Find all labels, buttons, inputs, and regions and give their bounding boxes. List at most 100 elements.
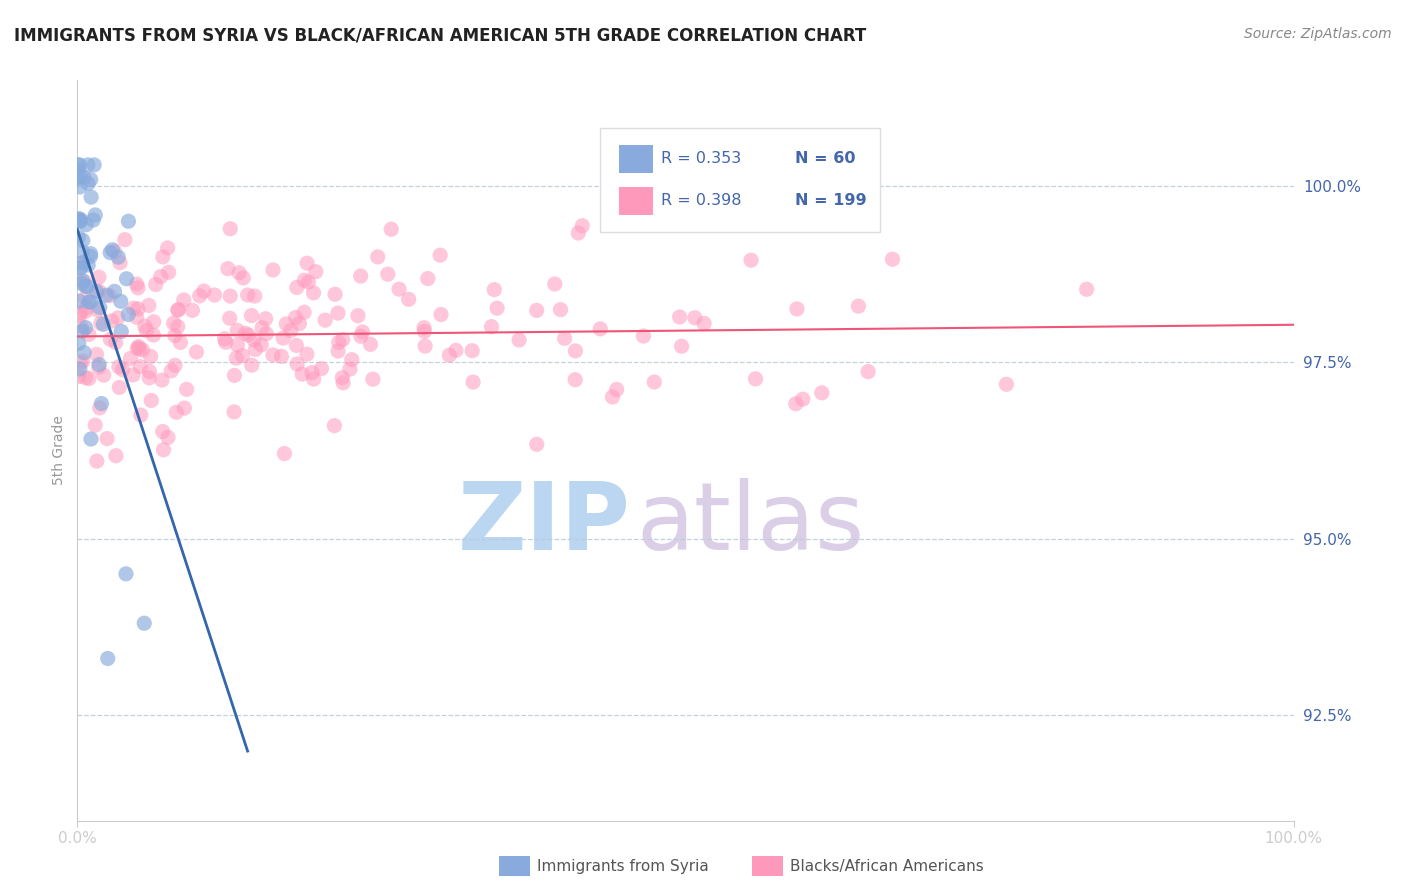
Point	[86, 454, 108, 468]
Point	[326, 306, 349, 320]
Point	[73, 345, 96, 359]
Point	[108, 380, 131, 394]
Point	[276, 317, 298, 331]
Point	[461, 375, 484, 389]
Point	[295, 256, 318, 270]
FancyBboxPatch shape	[600, 128, 880, 232]
Point	[69, 356, 91, 370]
Point	[79, 249, 101, 263]
Point	[219, 289, 242, 303]
Point	[856, 365, 879, 379]
Point	[292, 305, 315, 319]
Point	[122, 301, 145, 315]
Point	[152, 442, 174, 457]
Point	[128, 342, 150, 356]
Point	[129, 408, 152, 422]
Point	[142, 315, 165, 329]
Point	[96, 288, 118, 302]
Point	[602, 390, 624, 404]
Point	[291, 367, 314, 381]
Point	[243, 289, 266, 303]
Point	[80, 190, 103, 204]
Point	[350, 329, 373, 343]
Point	[288, 317, 311, 331]
Point	[87, 360, 110, 375]
Point	[165, 405, 187, 419]
Point	[108, 255, 131, 269]
Point	[236, 288, 259, 302]
Point	[80, 294, 103, 309]
Point	[89, 401, 111, 415]
Point	[413, 320, 436, 334]
Point	[439, 348, 461, 362]
Point	[75, 370, 97, 384]
Point	[98, 288, 121, 302]
Point	[82, 213, 104, 227]
Point	[413, 325, 436, 339]
Point	[340, 352, 363, 367]
Point	[120, 351, 142, 366]
Point	[129, 359, 152, 374]
Point	[218, 311, 240, 326]
Point	[66, 158, 89, 172]
Point	[77, 258, 100, 272]
Point	[122, 368, 145, 382]
Point	[683, 310, 706, 325]
Point	[69, 214, 91, 228]
Point	[152, 425, 174, 439]
Point	[69, 158, 91, 172]
Point	[67, 294, 90, 309]
Point	[292, 273, 315, 287]
Point	[429, 248, 451, 262]
Point	[792, 392, 814, 407]
Point	[359, 337, 381, 351]
Point	[380, 222, 402, 236]
Point	[245, 343, 267, 357]
Point	[398, 293, 420, 307]
Point	[323, 418, 346, 433]
Point	[215, 335, 238, 350]
Point	[222, 405, 245, 419]
Point	[328, 335, 350, 350]
Text: R = 0.353: R = 0.353	[661, 152, 741, 166]
Point	[188, 289, 211, 303]
Point	[79, 246, 101, 260]
Point	[69, 180, 91, 194]
Point	[285, 338, 308, 352]
Point	[367, 250, 389, 264]
Point	[693, 317, 716, 331]
Point	[163, 316, 186, 330]
Point	[128, 340, 150, 354]
Text: N = 199: N = 199	[794, 194, 866, 209]
Point	[80, 432, 103, 446]
Point	[87, 358, 110, 372]
Point	[77, 295, 100, 310]
Point	[668, 310, 690, 324]
Point	[84, 418, 107, 433]
Point	[332, 376, 354, 390]
Point	[633, 329, 655, 343]
Point	[152, 250, 174, 264]
Point	[550, 302, 572, 317]
Point	[138, 371, 160, 385]
Point	[127, 341, 149, 355]
Point	[231, 349, 253, 363]
Point	[388, 282, 411, 296]
Point	[72, 354, 94, 368]
Point	[240, 358, 263, 372]
Point	[995, 377, 1018, 392]
Point	[564, 343, 586, 358]
Point	[76, 158, 98, 172]
Point	[481, 319, 503, 334]
Point	[100, 314, 122, 328]
Point	[326, 344, 349, 359]
Point	[882, 252, 904, 267]
Point	[127, 301, 149, 316]
Point	[90, 396, 112, 410]
Point	[73, 170, 96, 185]
Point	[250, 321, 273, 335]
Point	[134, 616, 156, 631]
Point	[127, 281, 149, 295]
Point	[606, 383, 628, 397]
Point	[70, 277, 93, 291]
